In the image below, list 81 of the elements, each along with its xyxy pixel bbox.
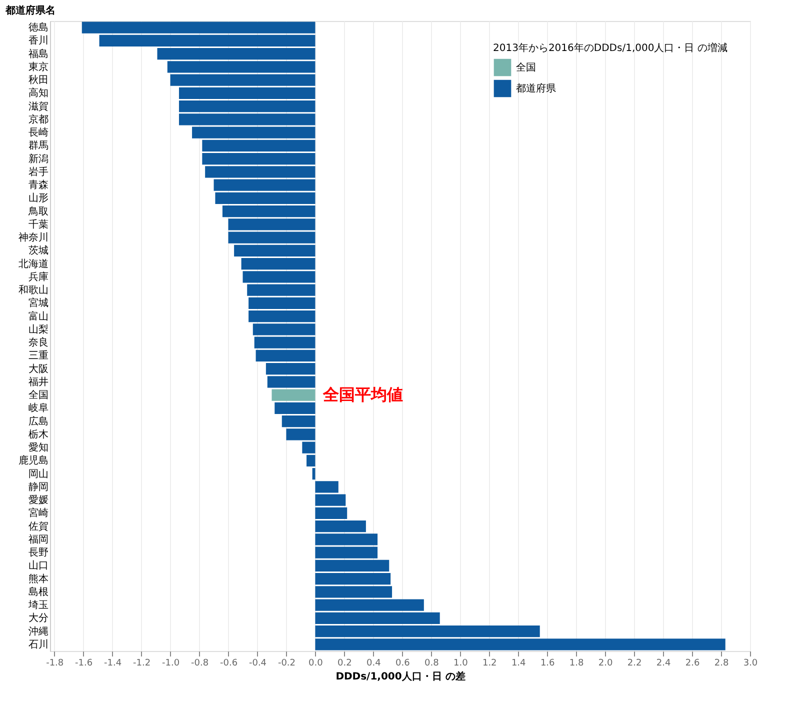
y-tick-label: 千葉 — [28, 218, 48, 230]
x-tick-label: -0.2 — [278, 658, 296, 668]
y-tick-label: 和歌山 — [18, 284, 48, 296]
x-tick-label: -1.8 — [46, 658, 64, 668]
y-tick-label: 東京 — [28, 60, 48, 73]
x-tick-label: -1.4 — [104, 658, 122, 668]
y-tick-label: 香川 — [28, 34, 48, 47]
y-tick-label: 奈良 — [28, 336, 48, 349]
y-tick-label: 福岡 — [28, 533, 48, 546]
y-tick-label: 熊本 — [28, 572, 48, 585]
y-tick-label: 愛知 — [28, 442, 48, 454]
y-tick-label: 青森 — [28, 179, 48, 192]
y-tick-label: 山口 — [28, 560, 48, 572]
y-tick-label: 静岡 — [28, 480, 48, 493]
y-tick-label: 福井 — [28, 376, 48, 388]
y-tick-label: 兵庫 — [28, 270, 48, 283]
x-tick-label: 2.6 — [685, 658, 700, 668]
y-tick-label: 新潟 — [28, 152, 48, 165]
x-tick-label: 0.8 — [424, 658, 440, 668]
legend-label: 都道府県 — [516, 82, 556, 94]
y-tick-label: 長野 — [28, 548, 48, 559]
x-tick-label: 2.2 — [627, 658, 642, 668]
y-tick-label: 埼玉 — [28, 599, 48, 612]
y-tick-label: 山梨 — [28, 323, 48, 336]
y-tick-label: 大分 — [28, 612, 48, 624]
y-tick-label: 滋賀 — [28, 100, 48, 112]
x-tick-label: 0.4 — [366, 658, 382, 668]
y-tick-label: 徳島 — [28, 22, 48, 34]
x-tick-label: 1.6 — [540, 658, 556, 668]
x-tick-label: -0.8 — [190, 658, 209, 668]
y-tick-label: 栃木 — [28, 428, 48, 440]
y-tick-label: 岡山 — [28, 468, 48, 480]
x-tick-label: -1.0 — [162, 658, 180, 668]
y-tick-label: 秋田 — [28, 74, 48, 86]
y-tick-label: 茨城 — [28, 244, 48, 257]
y-tick-label: 富山 — [28, 310, 48, 322]
x-axis-title: DDDs/1,000人口・日 の差 — [336, 670, 466, 682]
y-tick-label: 宮崎 — [28, 507, 48, 520]
y-tick-label: 神奈川 — [18, 232, 48, 244]
x-tick-label: 0.2 — [338, 658, 352, 668]
y-tick-label: 群馬 — [28, 140, 48, 152]
y-tick-label: 北海道 — [18, 258, 48, 270]
y-tick-label: 高知 — [28, 87, 48, 100]
x-tick-label: -1.6 — [75, 658, 93, 668]
y-tick-label: 福島 — [28, 48, 48, 60]
y-tick-label: 岐阜 — [28, 402, 48, 414]
bar — [315, 481, 338, 493]
y-tick-label: 三重 — [28, 350, 48, 362]
x-tick-label: -0.4 — [248, 658, 267, 668]
y-tick-label: 島根 — [28, 586, 48, 598]
x-tick-label: 2.0 — [598, 658, 613, 668]
x-tick-label: 3.0 — [743, 658, 758, 668]
bar — [272, 389, 316, 401]
y-tick-label: 長崎 — [28, 126, 48, 139]
y-tick-label: 大阪 — [28, 362, 48, 375]
x-tick-label: -1.2 — [133, 658, 151, 668]
y-tick-label: 全国 — [28, 389, 48, 402]
y-tick-label: 岩手 — [28, 166, 48, 178]
y-tick-label: 沖縄 — [28, 625, 48, 638]
y-tick-label: 京都 — [28, 113, 48, 126]
legend-title: 2013年から2016年のDDDs/1,000人口・日 の増減 — [493, 42, 728, 54]
x-tick-label: 0.6 — [396, 658, 410, 668]
x-tick-label: 1.4 — [511, 658, 526, 668]
y-tick-label: 鹿児島 — [18, 454, 48, 467]
legend-label: 全国 — [516, 62, 536, 74]
y-tick-label: 佐賀 — [28, 520, 48, 532]
annotation: 全国平均値 — [322, 385, 404, 404]
x-tick-label: 2.4 — [656, 658, 671, 668]
x-tick-label: 0.0 — [308, 658, 324, 668]
x-tick-label: 2.8 — [714, 658, 729, 668]
y-tick-label: 鳥取 — [28, 205, 48, 218]
y-axis-title: 都道府県名 — [4, 4, 56, 16]
y-tick-label: 愛媛 — [28, 494, 48, 506]
x-tick-label: 1.2 — [482, 658, 497, 668]
y-tick-label: 宮城 — [28, 297, 48, 310]
y-tick-label: 石川 — [28, 638, 48, 650]
x-tick-label: 1.0 — [453, 658, 468, 668]
x-tick-label: -0.6 — [220, 658, 238, 668]
x-tick-label: 1.8 — [569, 658, 584, 668]
y-tick-label: 広島 — [28, 415, 48, 428]
y-tick-label: 山形 — [28, 192, 48, 204]
